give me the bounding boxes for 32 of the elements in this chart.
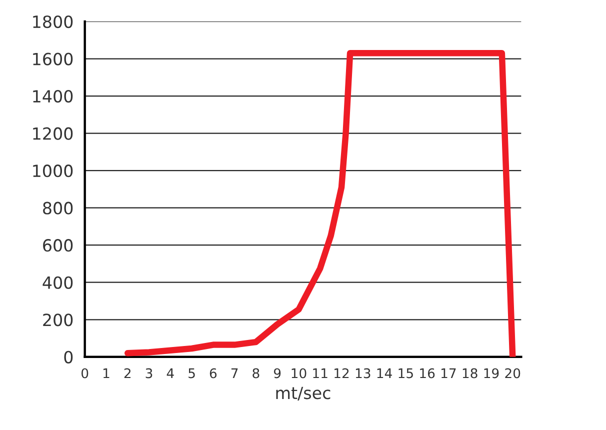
x-tick-label: 11 <box>313 368 328 378</box>
x-tick-label: 15 <box>398 368 413 378</box>
y-tick-label: 1200 <box>33 127 73 140</box>
y-tick-label: 800 <box>43 202 73 214</box>
x-tick-label: 12 <box>334 368 349 378</box>
x-tick-label: 4 <box>166 368 174 378</box>
x-tick-label: 16 <box>420 368 435 378</box>
x-tick-label: 13 <box>356 368 370 378</box>
x-tick-label: 1 <box>103 368 110 378</box>
x-tick-label: 9 <box>274 368 281 378</box>
x-tick-label: 10 <box>292 368 306 378</box>
x-tick-label: 0 <box>82 368 88 378</box>
y-tick-label: 200 <box>43 314 73 326</box>
y-tick-label: 0 <box>64 350 73 364</box>
x-tick-label: 18 <box>462 368 478 378</box>
y-tick-label: 1600 <box>33 52 73 66</box>
y-tick-label: 1000 <box>33 164 73 178</box>
y-tick-label: 1400 <box>33 90 73 103</box>
x-tick-label: 7 <box>231 368 238 378</box>
x-tick-label: 3 <box>146 368 152 378</box>
x-tick-label: 6 <box>210 368 217 378</box>
x-axis-title: mt/sec <box>276 386 330 401</box>
x-tick-label: 14 <box>377 368 392 378</box>
y-tick-label: 400 <box>42 276 73 289</box>
x-tick-label: 8 <box>252 368 260 378</box>
x-tick-label: 5 <box>188 368 195 378</box>
x-tick-label: 19 <box>484 368 499 378</box>
x-tick-label: 2 <box>124 368 130 378</box>
y-tick-label: 600 <box>43 239 73 252</box>
x-tick-label: 17 <box>441 368 456 378</box>
x-tick-label: 20 <box>505 368 520 378</box>
y-tick-label: 1800 <box>33 15 73 28</box>
